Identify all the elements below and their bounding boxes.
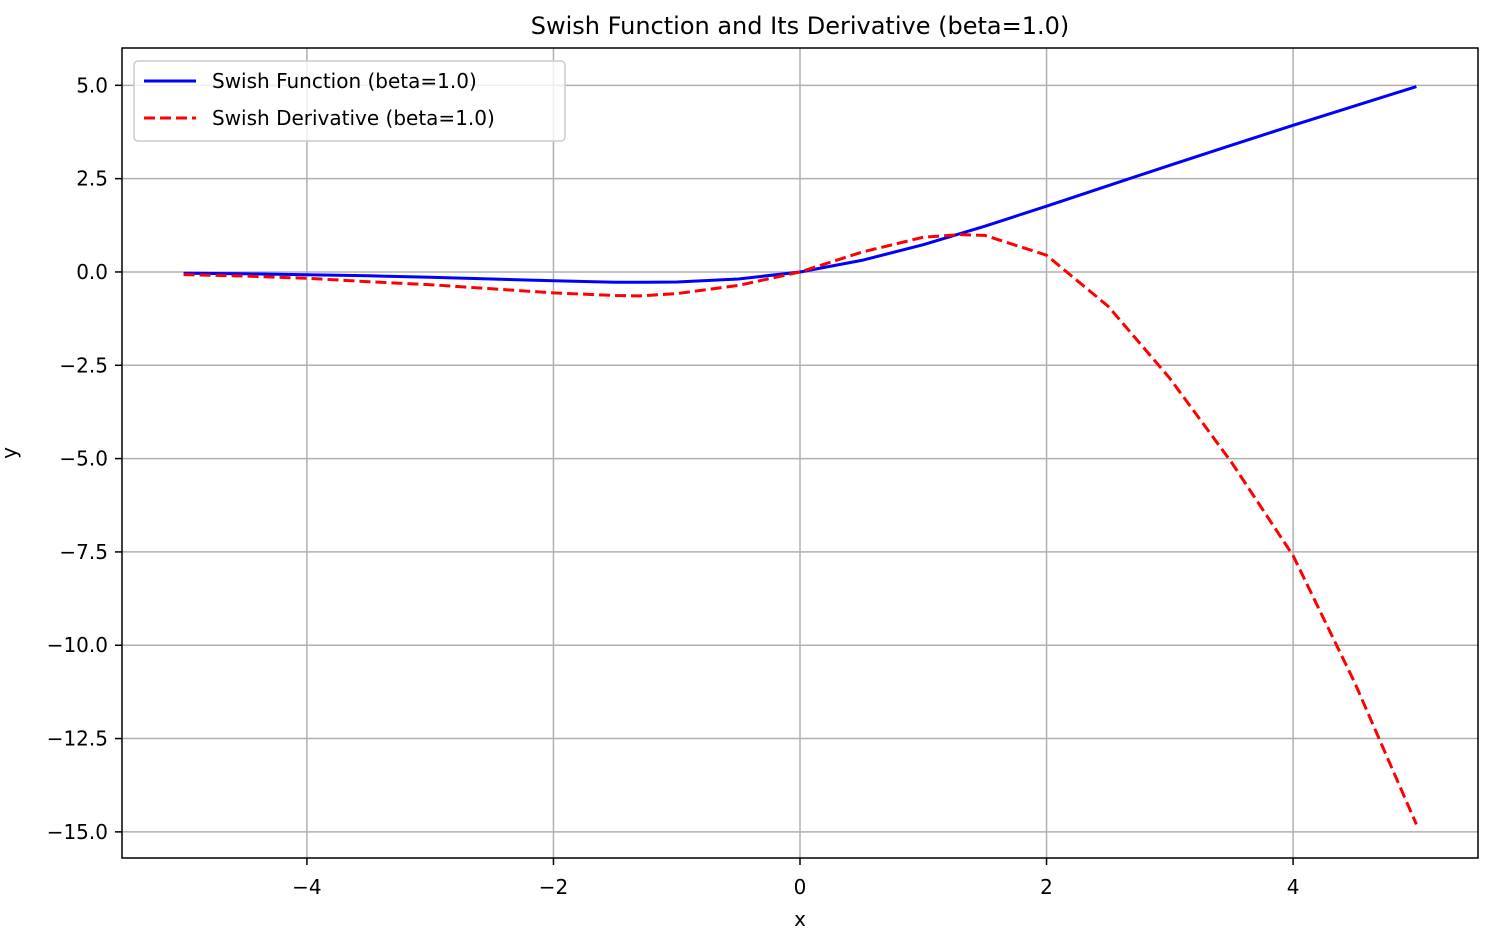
chart-title: Swish Function and Its Derivative (beta=… bbox=[531, 12, 1069, 40]
x-tick-label: −4 bbox=[292, 875, 321, 899]
y-tick-label: 2.5 bbox=[76, 167, 108, 191]
x-axis-label: x bbox=[794, 907, 806, 931]
series-line-1 bbox=[183, 233, 1418, 825]
y-tick-label: 0.0 bbox=[76, 260, 108, 284]
x-tick-label: −2 bbox=[539, 875, 568, 899]
y-tick-label: −5.0 bbox=[59, 447, 108, 471]
legend-label: Swish Function (beta=1.0) bbox=[212, 69, 477, 93]
series-layer bbox=[183, 85, 1418, 825]
x-tick-label: 2 bbox=[1040, 875, 1053, 899]
legend-box bbox=[133, 60, 566, 142]
x-tick-label: 0 bbox=[794, 875, 807, 899]
y-tick-label: −2.5 bbox=[59, 353, 108, 377]
series-line-0 bbox=[183, 85, 1417, 284]
y-tick-label: −15.0 bbox=[47, 820, 108, 844]
y-axis-label: y bbox=[0, 447, 21, 459]
legend: Swish Function (beta=1.0) Swish Derivativ… bbox=[133, 60, 566, 142]
legend-label: Swish Derivative (beta=1.0) bbox=[212, 106, 495, 130]
y-tick-label: −7.5 bbox=[59, 540, 108, 564]
grid bbox=[122, 48, 1478, 858]
ticks: −4 −2 0 2 4 5.0 2.5 0.0 −2.5 −5.0 −7.5 −10.0 −12.5 −1… bbox=[47, 73, 1300, 899]
x-tick-label: 4 bbox=[1287, 875, 1300, 899]
y-tick-label: −12.5 bbox=[47, 727, 108, 751]
y-tick-label: −10.0 bbox=[47, 633, 108, 657]
y-tick-label: 5.0 bbox=[76, 73, 108, 97]
